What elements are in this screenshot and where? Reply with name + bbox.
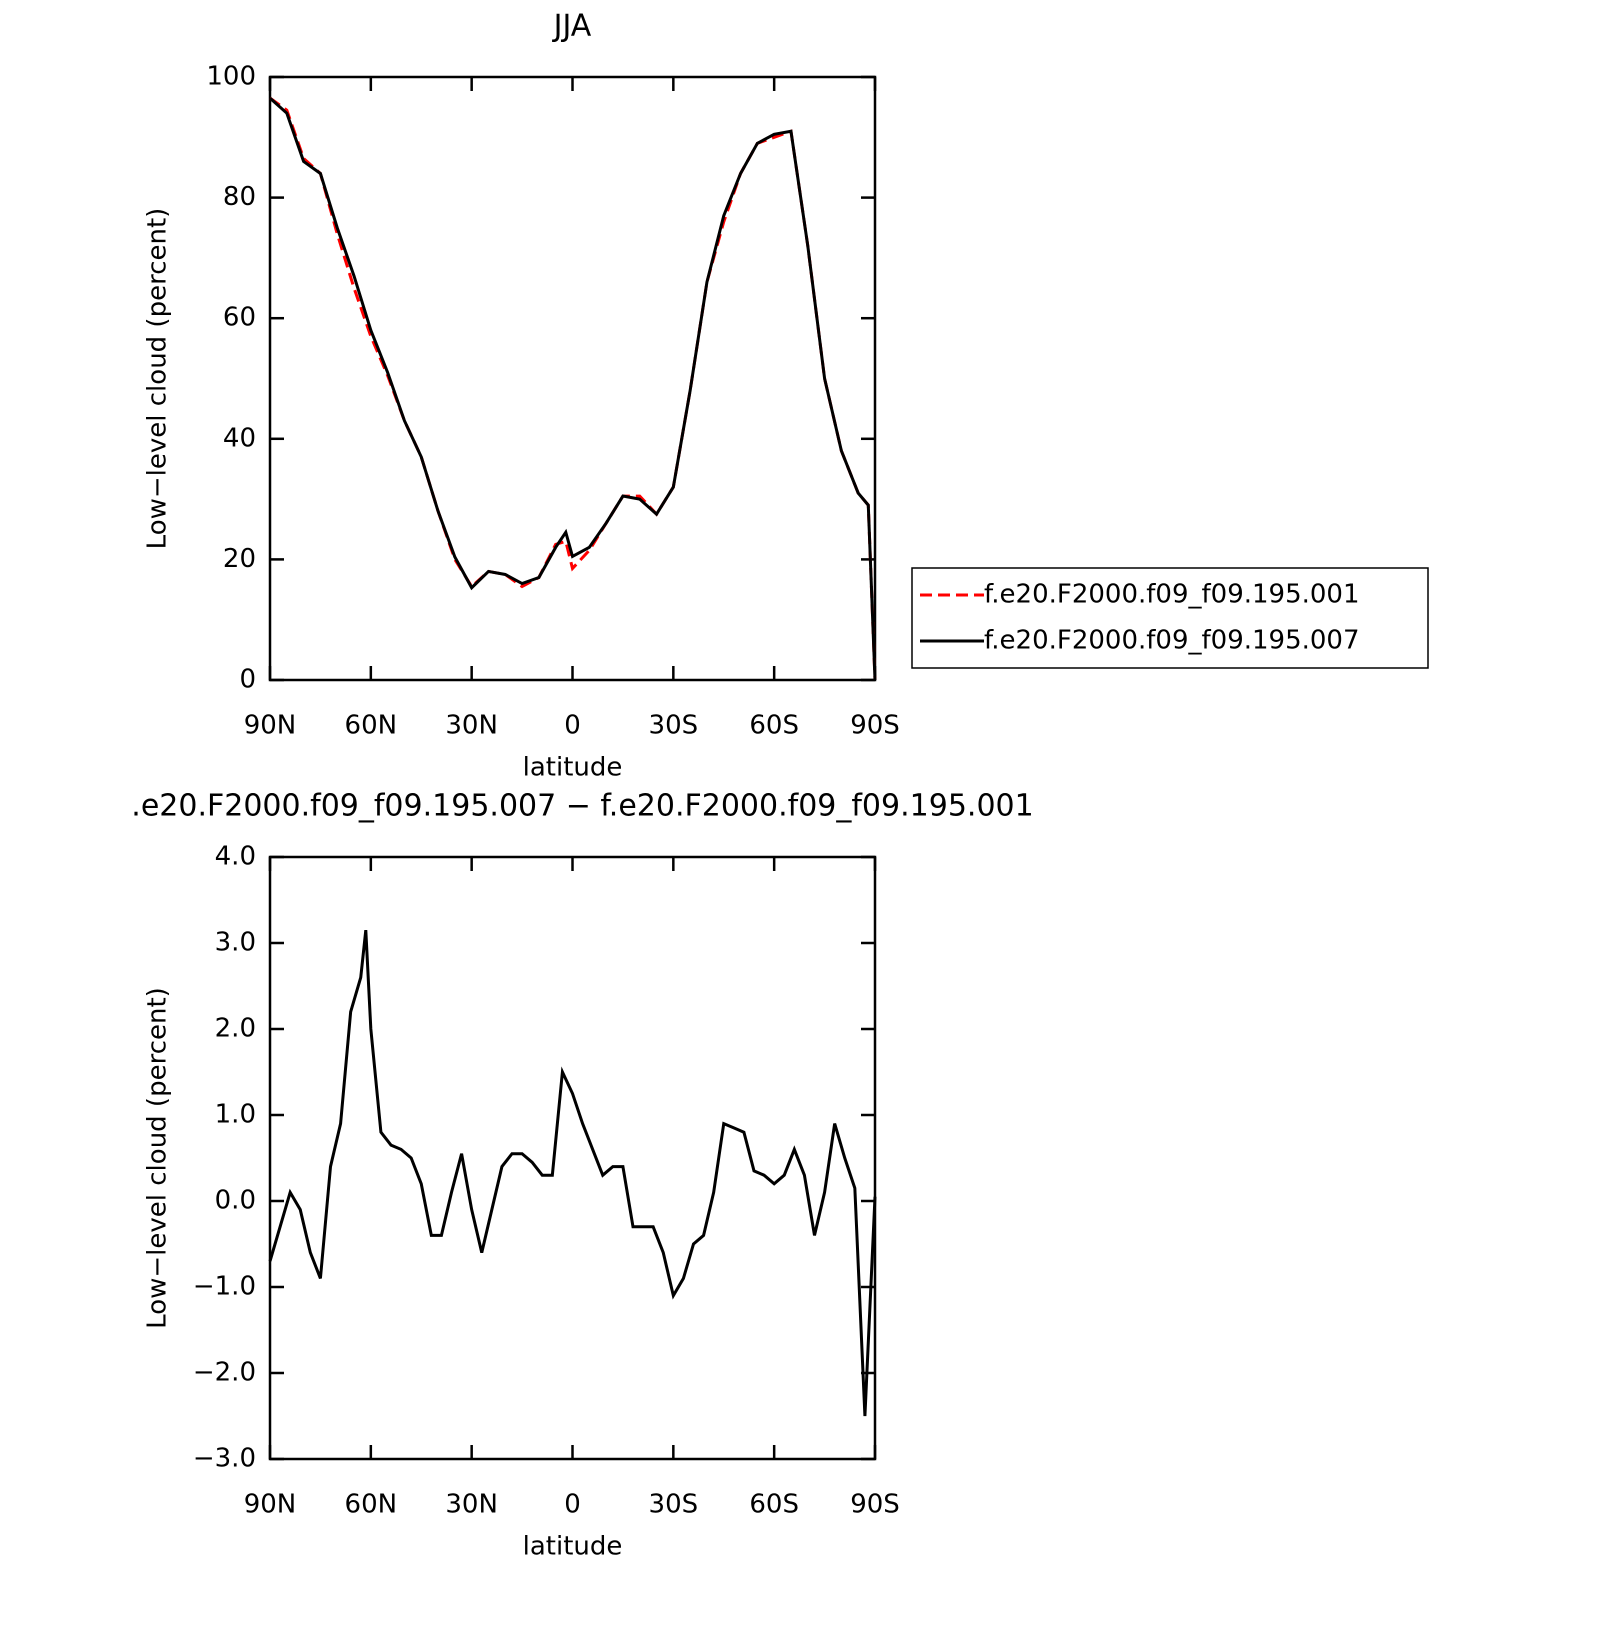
y-tick-label: 100	[206, 62, 256, 92]
x-tick-label: 60N	[345, 711, 398, 741]
legend-label: f.e20.F2000.f09_f09.195.001	[984, 580, 1360, 610]
y-axis-label: Low−level cloud (percent)	[143, 987, 173, 1329]
series-line	[268, 929, 877, 1417]
x-tick-label: 60S	[749, 711, 799, 741]
y-tick-label: 60	[223, 303, 256, 333]
y-tick-label: 0	[239, 665, 256, 695]
series-line	[269, 96, 877, 681]
y-tick-label: 4.0	[215, 842, 256, 872]
y-tick-label: −2.0	[193, 1358, 256, 1388]
legend-box	[911, 567, 1429, 669]
y-tick-label: −1.0	[193, 1272, 256, 1302]
y-tick-label: −3.0	[193, 1444, 256, 1474]
x-tick-label: 90S	[850, 1490, 900, 1520]
y-tick-label: 40	[223, 423, 256, 453]
x-axis-label: latitude	[523, 753, 623, 783]
y-tick-label: 0.0	[215, 1186, 256, 1216]
y-tick-label: 20	[223, 544, 256, 574]
series-line	[268, 96, 877, 681]
x-tick-label: 60S	[749, 1490, 799, 1520]
y-tick-label: 2.0	[215, 1014, 256, 1044]
plot-frame	[268, 75, 877, 682]
x-tick-label: 30N	[445, 1490, 498, 1520]
x-tick-label: 0	[564, 711, 581, 741]
x-tick-label: 90S	[850, 711, 900, 741]
x-tick-label: 30S	[649, 1490, 699, 1520]
x-tick-label: 30N	[445, 711, 498, 741]
chart-title: JJA	[552, 9, 592, 44]
x-tick-label: 30S	[649, 711, 699, 741]
y-tick-label: 80	[223, 182, 256, 212]
plot-frame	[268, 855, 877, 1461]
y-tick-label: 1.0	[215, 1100, 256, 1130]
x-axis-label: latitude	[523, 1532, 623, 1562]
x-tick-label: 60N	[345, 1490, 398, 1520]
chart-title: .e20.F2000.f09_f09.195.007 − f.e20.F2000…	[131, 789, 1033, 824]
y-tick-label: 3.0	[215, 928, 256, 958]
y-axis-label: Low−level cloud (percent)	[143, 208, 173, 550]
x-tick-label: 0	[564, 1490, 581, 1520]
x-tick-label: 90N	[244, 711, 297, 741]
legend-label: f.e20.F2000.f09_f09.195.007	[984, 626, 1360, 656]
x-tick-label: 90N	[244, 1490, 297, 1520]
